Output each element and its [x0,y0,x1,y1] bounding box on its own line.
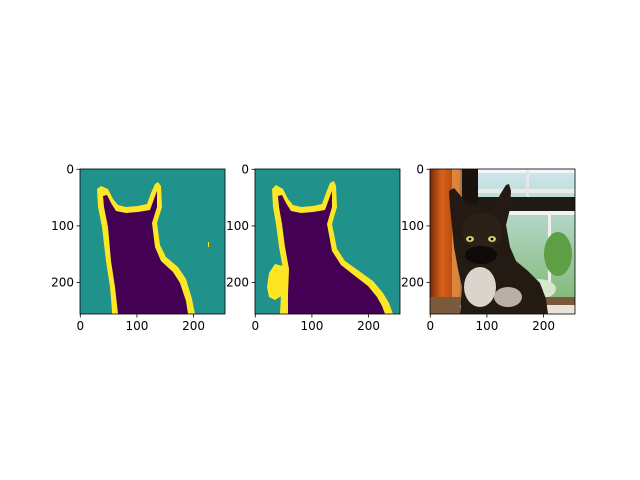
y-tick-label: 100 [51,219,74,233]
y-tick-label: 200 [226,276,249,290]
x-tick-label: 100 [475,319,498,333]
mask-foreground [103,191,188,314]
axes-frame [254,168,401,315]
x-tick-label: 200 [357,319,380,333]
mask-boundary-blob [267,264,285,300]
x-tick-label: 200 [532,319,555,333]
x-tick-label: 100 [125,319,148,333]
mask-foreground [278,191,385,314]
cat-photo [430,169,575,314]
y-tick-label: 100 [401,219,424,233]
subplot-3 [429,168,576,315]
x-tick-label: 0 [251,319,259,333]
y-tick-label: 0 [66,162,74,176]
subplot-1 [79,168,226,315]
x-tick-label: 0 [426,319,434,333]
axes-frame [429,168,576,315]
x-tick-label: 0 [76,319,84,333]
mask-noise-speck [208,242,209,247]
axes-frame [79,168,226,315]
y-tick-label: 200 [401,276,424,290]
y-tick-label: 100 [226,219,249,233]
x-tick-label: 100 [300,319,323,333]
ticks-layer: 0 100 200 0 100 200 0 100 200 0 100 200 0 100 200 0 100 2… [51,162,555,333]
x-tick-label: 200 [182,319,205,333]
y-tick-label: 200 [51,276,74,290]
y-tick-label: 0 [416,162,424,176]
y-tick-label: 0 [241,162,249,176]
subplot-2 [254,168,401,315]
